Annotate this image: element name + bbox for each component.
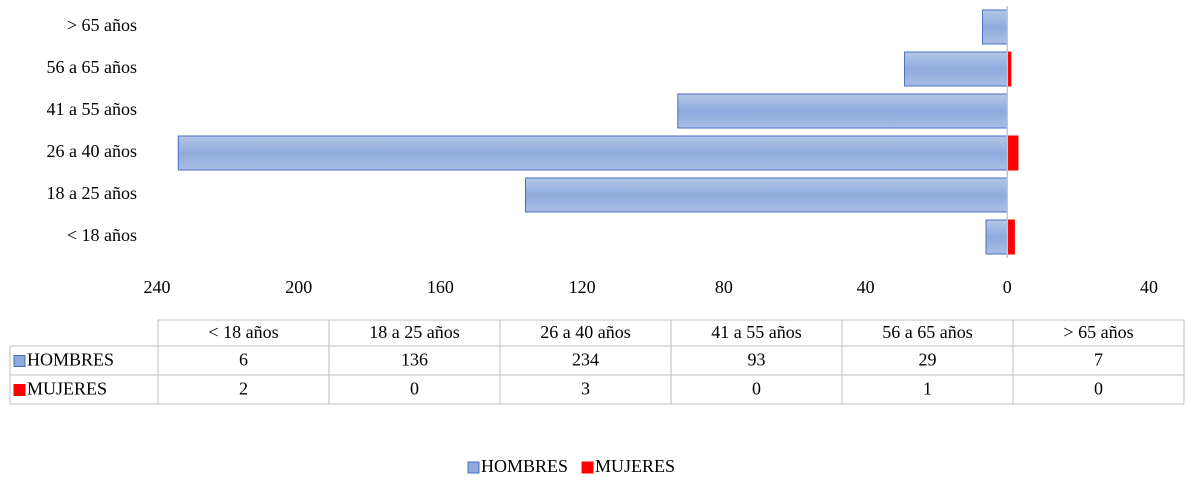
bar [904,51,1008,87]
legend-key [13,384,26,396]
bar [1006,135,1019,171]
bar [177,135,1008,171]
table-value: 136 [401,350,428,370]
bar [1006,219,1015,255]
legend-key [581,461,594,474]
table-header: 56 a 65 años [882,322,972,342]
x-tick-label: 200 [285,277,312,297]
table-value: 29 [919,350,937,370]
y-tick-label: 18 a 25 años [47,183,137,203]
x-tick-label: 160 [427,277,454,297]
table-header: 26 a 40 años [540,322,630,342]
bar [985,219,1008,255]
x-tick-label: 40 [1140,277,1158,297]
table-value: 2 [239,379,248,399]
legend-label: MUJERES [595,456,675,476]
y-tick-label: < 18 años [67,225,137,245]
x-tick-label: 120 [569,277,596,297]
table-header: < 18 años [208,322,278,342]
table-value: 3 [581,379,590,399]
x-tick-label: 0 [1003,277,1012,297]
y-tick-label: 56 a 65 años [47,57,137,77]
table-value: 0 [1094,379,1103,399]
x-tick-label: 80 [715,277,733,297]
table-value: 7 [1094,350,1103,370]
y-tick-label: 26 a 40 años [47,141,137,161]
y-tick-label: 41 a 55 años [47,99,137,119]
table-row-label: MUJERES [27,379,107,399]
table-row-label: HOMBRES [27,350,114,370]
table-header: 41 a 55 años [711,322,801,342]
table-header: 18 a 25 años [369,322,459,342]
x-tick-label: 40 [857,277,875,297]
table-value: 6 [239,350,248,370]
legend-label: HOMBRES [481,456,568,476]
table-value: 0 [410,379,419,399]
bar [677,93,1008,129]
bar [981,9,1008,45]
table-header: > 65 años [1063,322,1133,342]
table-value: 0 [752,379,761,399]
table-value: 93 [748,350,766,370]
legend-key [13,355,26,367]
x-tick-label: 240 [144,277,171,297]
y-tick-label: > 65 años [67,15,137,35]
table-value: 1 [923,379,932,399]
legend-key [467,461,480,474]
table-value: 234 [572,350,599,370]
bar [524,177,1008,213]
